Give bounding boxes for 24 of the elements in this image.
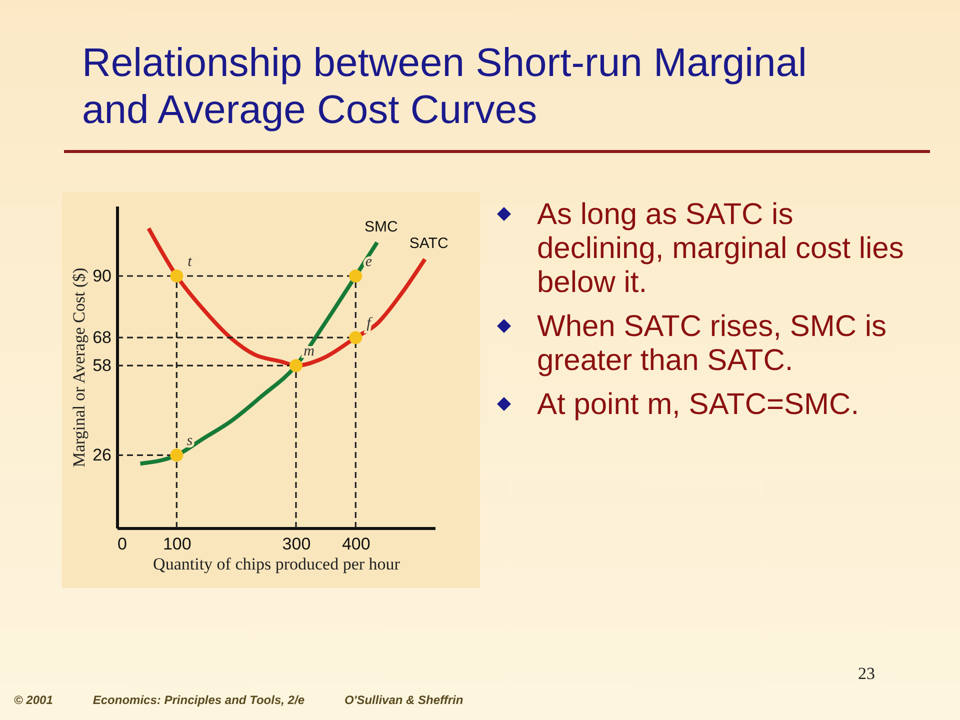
x-tick-label: 0: [118, 534, 127, 554]
y-tick-label: 68: [92, 328, 112, 348]
y-tick-label: 26: [92, 446, 112, 465]
text: 23: [858, 664, 875, 684]
chart-title: Relationship between Short-run Marginal and Average Cost Curves: [82, 40, 808, 134]
y-tick-label: 58: [92, 356, 112, 376]
series-label: SMC: [364, 218, 398, 236]
x-tick-label: 300: [282, 534, 311, 554]
text: As long as SATC is declining, marginal cost lies below it.: [536, 198, 905, 300]
y-axis-title: Marginal or Average Cost ($): [70, 268, 89, 468]
text: At point m, SATC=SMC.: [536, 388, 860, 422]
x-axis-title: Quantity of chips produced per hour: [153, 554, 400, 574]
annotation: e: [365, 254, 372, 270]
y-tick-label: 90: [92, 266, 112, 286]
x-tick-label: 100: [162, 534, 192, 554]
annotation: t: [188, 254, 193, 270]
annotation: s: [186, 433, 193, 450]
annotation: f: [366, 316, 373, 332]
series-label: SATC: [409, 235, 448, 252]
text: © 2001: [14, 693, 53, 707]
text: When SATC rises, SMC is greater than SATC.: [536, 310, 888, 378]
text: Economics: Principles and Tools, 2/e: [92, 693, 304, 707]
text: O'Sullivan & Sheffrin: [344, 693, 464, 707]
x-tick-label: 400: [342, 534, 370, 554]
